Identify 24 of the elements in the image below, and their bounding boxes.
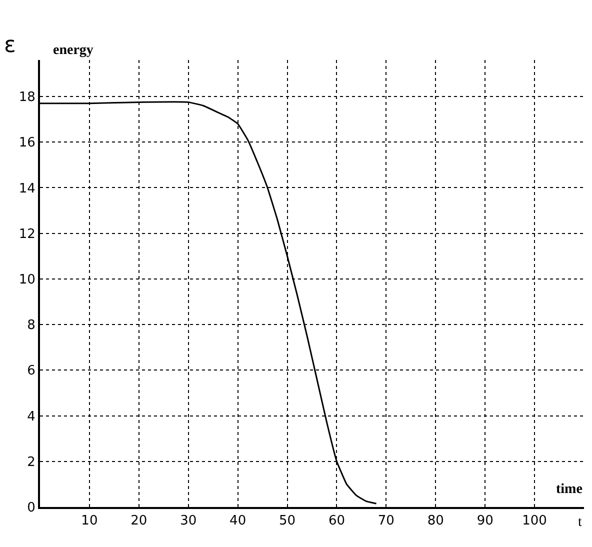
y-tick-label: 10 xyxy=(18,272,36,288)
y-tick-label: 18 xyxy=(18,90,36,106)
x-tick-label: 40 xyxy=(230,514,246,529)
x-tick-label: 70 xyxy=(378,514,394,529)
y-tick-label: 8 xyxy=(27,318,36,334)
y-tick-label: 2 xyxy=(27,454,36,470)
y-axis-title: ε xyxy=(4,33,16,58)
y-tick-label: 0 xyxy=(27,500,36,516)
y-tick-label: 16 xyxy=(18,136,36,151)
x-tick-label: 100 xyxy=(522,514,547,529)
y-tick-label: 12 xyxy=(18,226,36,242)
x-axis-title: t xyxy=(578,515,582,530)
y-tick-label: 4 xyxy=(27,409,36,424)
annotation: time xyxy=(556,482,582,497)
text: energy xyxy=(53,43,94,58)
x-tick-label: 80 xyxy=(427,514,444,529)
x-tick-label: 50 xyxy=(278,514,296,529)
x-tick-label: 10 xyxy=(81,514,98,529)
x-tick-label: 60 xyxy=(328,514,346,529)
x-tick-label: 20 xyxy=(130,514,148,529)
x-tick-label: 90 xyxy=(476,514,494,529)
y-tick-label: 14 xyxy=(18,181,36,196)
x-tick-label: 30 xyxy=(180,514,197,529)
y-tick-label: 6 xyxy=(27,364,36,379)
